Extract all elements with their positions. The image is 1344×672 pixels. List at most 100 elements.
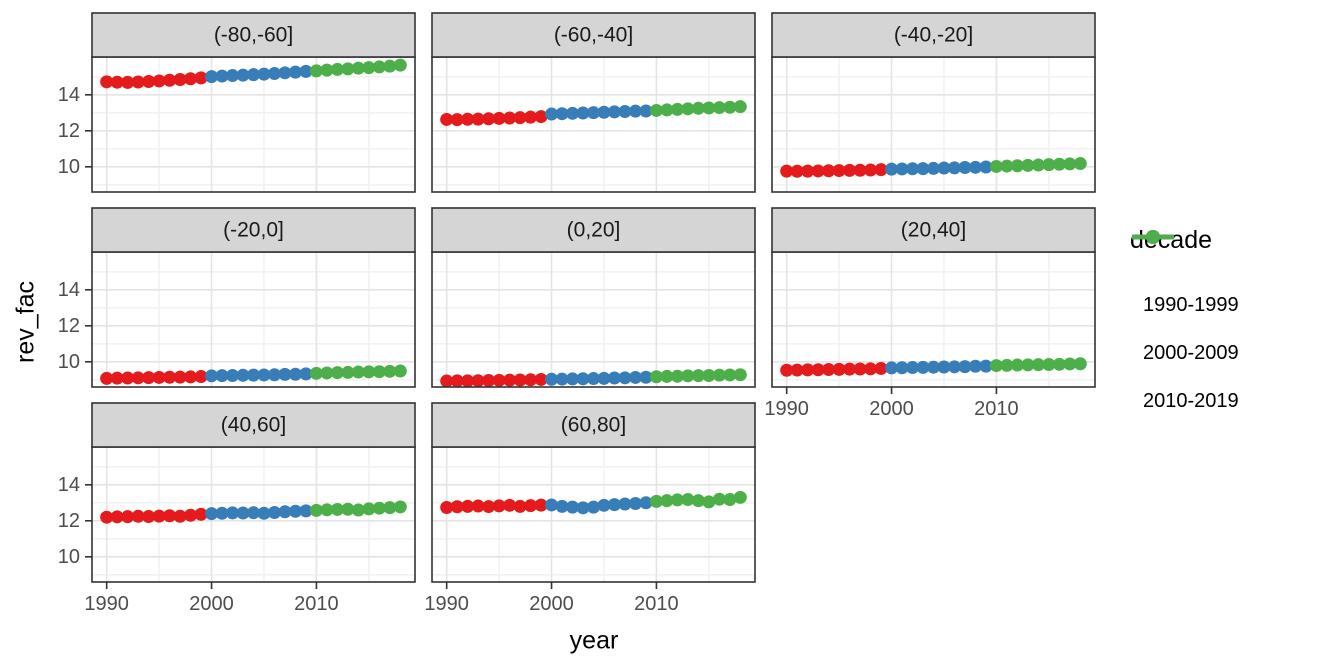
- data-point: [1073, 357, 1087, 371]
- data-point: [712, 101, 726, 115]
- data-point: [1021, 358, 1035, 372]
- data-point: [618, 497, 632, 511]
- data-point: [513, 111, 527, 125]
- data-point: [660, 103, 674, 117]
- facet-strip-label: (0,20]: [567, 219, 621, 242]
- data-point: [142, 74, 156, 88]
- panel-background: [92, 252, 415, 387]
- facet-6: (40,60] 1990 2000 2010 14 12 10: [58, 402, 416, 615]
- data-point: [660, 369, 674, 383]
- data-point: [576, 106, 590, 120]
- data-point: [885, 361, 899, 375]
- data-point: [681, 369, 695, 383]
- data-point: [906, 162, 920, 176]
- data-point: [864, 362, 878, 376]
- data-point: [545, 498, 559, 512]
- data-point: [702, 368, 716, 382]
- data-point: [393, 58, 407, 72]
- data-point: [566, 372, 580, 386]
- legend-entry: 2010-2019: [1130, 230, 1239, 413]
- data-point: [566, 500, 580, 514]
- data-point: [309, 503, 323, 517]
- legend-entry-label: 2000-2009: [1143, 342, 1239, 365]
- data-point: [587, 500, 600, 514]
- y-tick-label: 10: [58, 546, 80, 568]
- data-point: [194, 507, 208, 521]
- data-point: [482, 374, 496, 388]
- data-point: [534, 498, 548, 512]
- data-point: [587, 106, 600, 120]
- data-point: [927, 161, 940, 175]
- data-point: [100, 371, 114, 385]
- data-point: [534, 110, 548, 124]
- facet-1: (-60,-40]: [431, 12, 756, 193]
- data-point: [607, 105, 621, 119]
- data-point: [524, 499, 538, 513]
- data-point: [163, 370, 177, 384]
- data-point: [702, 101, 716, 115]
- data-point: [916, 360, 930, 374]
- data-point: [492, 499, 506, 513]
- panel-background: [432, 447, 755, 582]
- data-point: [649, 103, 663, 117]
- data-point: [440, 500, 454, 514]
- data-point: [267, 67, 281, 81]
- data-point: [450, 374, 464, 388]
- data-point: [320, 63, 334, 77]
- data-point: [440, 112, 454, 126]
- data-point: [341, 502, 355, 516]
- data-point: [712, 492, 726, 506]
- data-point: [895, 162, 909, 176]
- data-point: [947, 161, 961, 175]
- x-tick-label: 1990: [424, 593, 469, 615]
- data-point: [215, 506, 229, 520]
- x-tick-label: 2000: [529, 593, 574, 615]
- data-point: [247, 68, 260, 82]
- facet-strip: [91, 402, 416, 448]
- x-tick-label: 2000: [869, 398, 914, 420]
- data-point: [288, 367, 302, 381]
- data-point: [670, 493, 684, 507]
- data-point: [482, 112, 496, 126]
- data-point: [173, 73, 187, 86]
- data-point: [811, 363, 825, 377]
- data-point: [1021, 158, 1035, 172]
- data-point: [853, 362, 867, 376]
- facet-strip-label: (40,60]: [221, 414, 286, 437]
- points: [100, 364, 407, 385]
- data-point: [958, 360, 972, 374]
- data-point: [670, 102, 684, 116]
- data-point: [874, 163, 888, 177]
- data-point: [1052, 157, 1066, 171]
- data-point: [822, 363, 836, 377]
- data-point: [1073, 157, 1087, 171]
- y-tick-label: 12: [58, 315, 80, 337]
- data-point: [247, 506, 260, 520]
- legend-entries: 1990-1999 2000-2009 2010-2019: [1130, 230, 1239, 413]
- data-point: [121, 371, 135, 385]
- data-point: [989, 359, 1003, 373]
- data-point: [257, 67, 271, 81]
- facet-strip-label: (20,40]: [901, 219, 966, 242]
- data-point: [288, 504, 302, 518]
- data-point: [215, 369, 229, 383]
- facet-0: (-80,-60] 14 12 10: [58, 12, 416, 193]
- data-point: [968, 160, 982, 174]
- data-point: [618, 105, 632, 119]
- data-point: [513, 499, 527, 513]
- x-tick-label: 2010: [974, 398, 1019, 420]
- y-tick-label: 12: [58, 120, 80, 142]
- data-point: [649, 370, 663, 384]
- data-point: [278, 66, 292, 80]
- data-point: [1031, 358, 1045, 372]
- data-point: [121, 510, 135, 524]
- legend-entry-label: 2010-2019: [1143, 390, 1239, 413]
- data-point: [121, 75, 135, 89]
- data-point: [320, 366, 334, 380]
- data-point: [372, 60, 386, 74]
- facet-strip: [431, 207, 756, 253]
- data-point: [320, 503, 334, 517]
- facet-5: (20,40] 1990 2000 2010: [764, 207, 1096, 420]
- data-point: [607, 498, 621, 512]
